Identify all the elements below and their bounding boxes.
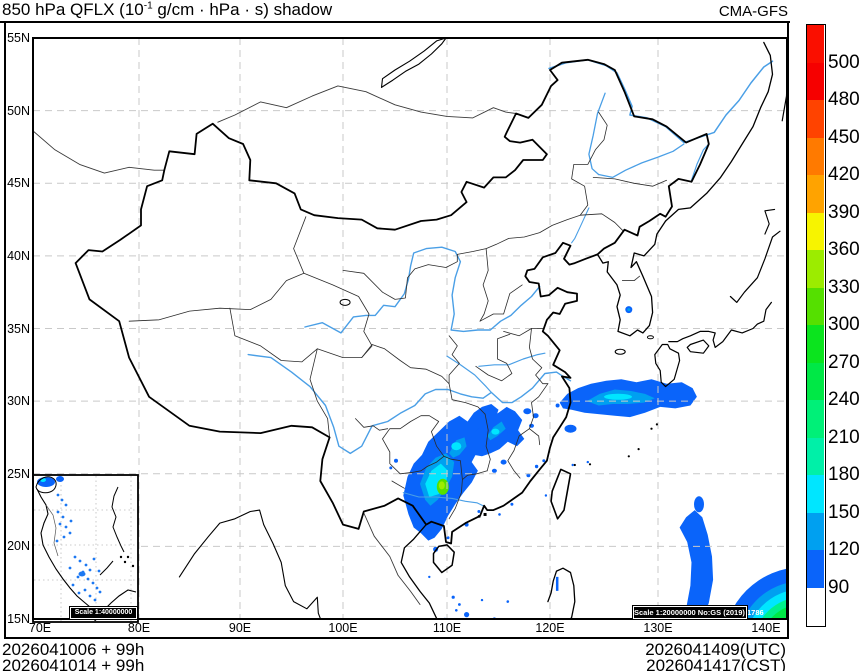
colorbar-cell	[807, 287, 824, 326]
valid-time-cst: 2026041417(CST)	[646, 656, 786, 671]
map-scale-label: Scale 1:20000000 No:GS (2019) 1786	[632, 605, 764, 620]
lat-tick-label: 35N	[7, 321, 30, 336]
colorbar-cell	[807, 400, 824, 439]
coastlines	[74, 38, 787, 619]
colorbar-tick-label: 270	[828, 351, 859, 373]
colorbar-cell	[807, 250, 824, 289]
lat-tick-label: 25N	[7, 466, 30, 481]
lon-tick-label: 110E	[432, 621, 462, 635]
lon-tick-label: 130E	[643, 621, 673, 635]
lon-tick-label: 120E	[535, 621, 565, 635]
colorbar-cell	[807, 175, 824, 214]
colorbar-cell	[807, 437, 824, 476]
lat-tick-label: 40N	[7, 248, 30, 263]
colorbar-cell	[807, 137, 824, 176]
lat-tick-label: 55N	[7, 31, 30, 45]
lon-tick-label: 140E	[751, 621, 781, 635]
lat-tick-label: 15N	[7, 612, 30, 626]
colorbar-tick-label: 300	[828, 314, 859, 335]
province-borders	[128, 111, 667, 520]
init-time-cst: 2026041014 + 99h	[2, 656, 145, 671]
colorbar-tick-label: 240	[828, 389, 859, 410]
colorbar-tick-label: 180	[828, 464, 859, 485]
colorbar-tick-label: 500	[828, 51, 859, 73]
colorbar-tick-label: 210	[828, 426, 859, 448]
colorbar-tick-label: 360	[828, 239, 859, 260]
colorbar-cell	[807, 550, 824, 589]
lon-tick-label: 80E	[127, 621, 151, 635]
inset-scale-label: Scale 1:40000000	[69, 606, 138, 620]
colorbar-cell	[807, 325, 824, 364]
colorbar-tick-label: 420	[828, 164, 859, 185]
colorbar-cell	[807, 512, 824, 551]
title-prefix: 850 hPa QFLX (10	[2, 0, 144, 19]
title-exponent: -1	[143, 0, 153, 12]
title-suffix: g/cm · hPa · s) shadow	[152, 0, 333, 19]
graticule	[33, 38, 787, 619]
colorbar-cell	[807, 362, 824, 401]
model-name: CMA-GFS	[718, 3, 788, 20]
map-content	[33, 38, 787, 619]
colorbar-cell	[807, 587, 824, 625]
lat-tick-label: 20N	[7, 539, 30, 554]
foreign-borders	[33, 85, 641, 605]
colorbar-cell	[807, 475, 824, 514]
colorbar	[806, 24, 826, 627]
outer-frame	[4, 21, 789, 639]
lon-tick-label: 90E	[228, 621, 252, 635]
lat-tick-label: 30N	[7, 394, 30, 409]
init-time-utc: 2026041006 + 99h	[2, 640, 145, 659]
colorbar-tick-label: 330	[828, 276, 859, 298]
lon-tick-label: 100E	[328, 621, 358, 635]
colorbar-cell	[807, 212, 824, 251]
inset-map	[32, 474, 139, 623]
lon-tick-label: 70E	[28, 621, 52, 635]
page-title: 850 hPa QFLX (10-1 g/cm · hPa · s) shado…	[2, 0, 332, 20]
colorbar-tick-label: 390	[828, 201, 859, 223]
colorbar-tick-label: 150	[828, 501, 859, 523]
lat-tick-label: 45N	[7, 176, 30, 191]
colorbar-tick-label: 450	[828, 126, 859, 148]
colorbar-cell	[807, 25, 824, 64]
lat-tick-label: 50N	[7, 103, 30, 118]
colorbar-cell	[807, 100, 824, 139]
colorbar-tick-label: 120	[828, 539, 859, 560]
valid-time-utc: 2026041409(UTC)	[645, 640, 786, 659]
colorbar-cell	[807, 62, 824, 101]
colorbar-tick-label: 90	[828, 576, 850, 598]
colorbar-tick-label: 480	[828, 89, 859, 110]
